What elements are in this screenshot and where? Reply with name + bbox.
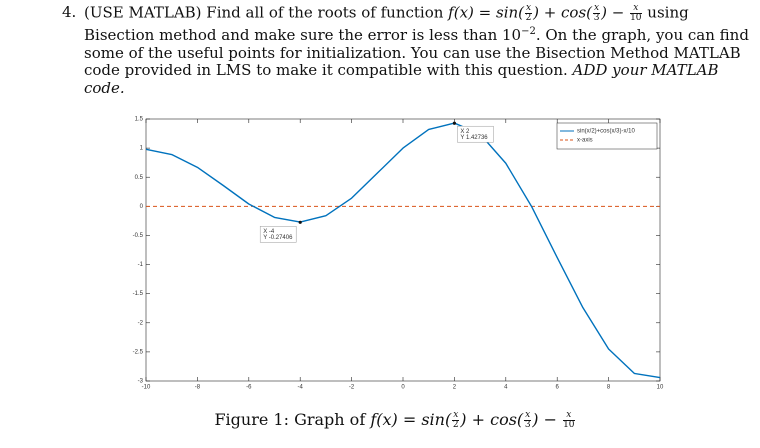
numerator: x [563, 411, 575, 421]
math: f(x) = sin( [370, 410, 452, 429]
datatip-x: X 2 [460, 129, 470, 135]
y-tick-label: -3 [138, 379, 144, 385]
text: using Bisection method and make sure the… [84, 3, 689, 44]
datatip-x: X -4 [263, 229, 275, 235]
numerator: x [452, 410, 460, 421]
text: Figure 1: Graph of [214, 410, 371, 429]
y-tick-label: -1.5 [133, 291, 144, 297]
x-tick-label: 10 [657, 385, 664, 391]
y-tick-label: 0.5 [135, 175, 144, 181]
legend-label: x-axis [577, 138, 593, 144]
fraction: x 10 [563, 411, 575, 430]
datatip-y: Y 1.42736 [460, 135, 488, 141]
question-text: (USE MATLAB) Find all of the roots of fu… [84, 4, 752, 97]
datatip-box [457, 125, 494, 143]
datatip-marker [452, 121, 456, 125]
y-tick-label: 0 [140, 204, 144, 210]
y-tick-label: -1 [138, 262, 144, 268]
numerator: x [524, 410, 532, 421]
x-tick-label: -2 [349, 385, 355, 391]
numerator: x [630, 4, 642, 14]
datatip-y: Y -0.27406 [263, 235, 293, 241]
denominator: 10 [630, 13, 642, 23]
x-tick-label: -4 [298, 385, 304, 391]
plot-area [145, 118, 661, 382]
x-tick-label: 0 [401, 385, 405, 391]
datatip-marker [298, 220, 302, 224]
datatip-box [259, 226, 297, 243]
y-tick-label: -2.5 [133, 349, 144, 355]
numerator: x [593, 3, 601, 14]
text: . On the graph, you can find some of the… [84, 26, 749, 79]
y-tick-label: -2 [138, 320, 144, 326]
x-tick-label: 2 [453, 385, 457, 391]
fraction: x 10 [630, 4, 642, 23]
denominator: 10 [563, 420, 575, 430]
legend-label: sin(x/2)+cos(x/3)-x/10 [577, 129, 636, 135]
question: 4. (USE MATLAB) Find all of the roots of… [62, 3, 752, 97]
math: ) + cos( [533, 3, 593, 22]
x-tick-label: -10 [142, 385, 151, 391]
x-tick-label: -8 [195, 385, 201, 391]
text: (USE MATLAB) Find all of the roots of fu… [84, 3, 449, 22]
math: ) − [532, 410, 563, 429]
x-tick-label: 4 [504, 385, 508, 391]
y-tick-label: -0.5 [133, 233, 144, 239]
denominator: 2 [452, 420, 459, 430]
math: f(x) = sin( [448, 3, 524, 22]
legend-box [556, 122, 658, 150]
x-tick-label: 6 [556, 385, 560, 391]
denominator: 3 [593, 13, 600, 23]
y-tick-label: 1.5 [135, 117, 144, 123]
y-tick-label: 1 [140, 146, 144, 152]
x-tick-label: 8 [607, 385, 611, 391]
question-number: 4. [62, 3, 77, 21]
superscript: −2 [521, 26, 536, 37]
x-tick-label: -6 [246, 385, 252, 391]
numerator: x [525, 3, 533, 14]
text: ADD your MATLAB code. [84, 61, 719, 97]
denominator: 3 [524, 420, 531, 430]
data-line [145, 122, 661, 379]
math: ) + cos( [460, 410, 524, 429]
math: ) − [601, 3, 630, 22]
denominator: 2 [525, 13, 532, 23]
figure-caption: Figure 1: Graph of f(x) = sin(x 2) + cos(… [0, 410, 760, 430]
